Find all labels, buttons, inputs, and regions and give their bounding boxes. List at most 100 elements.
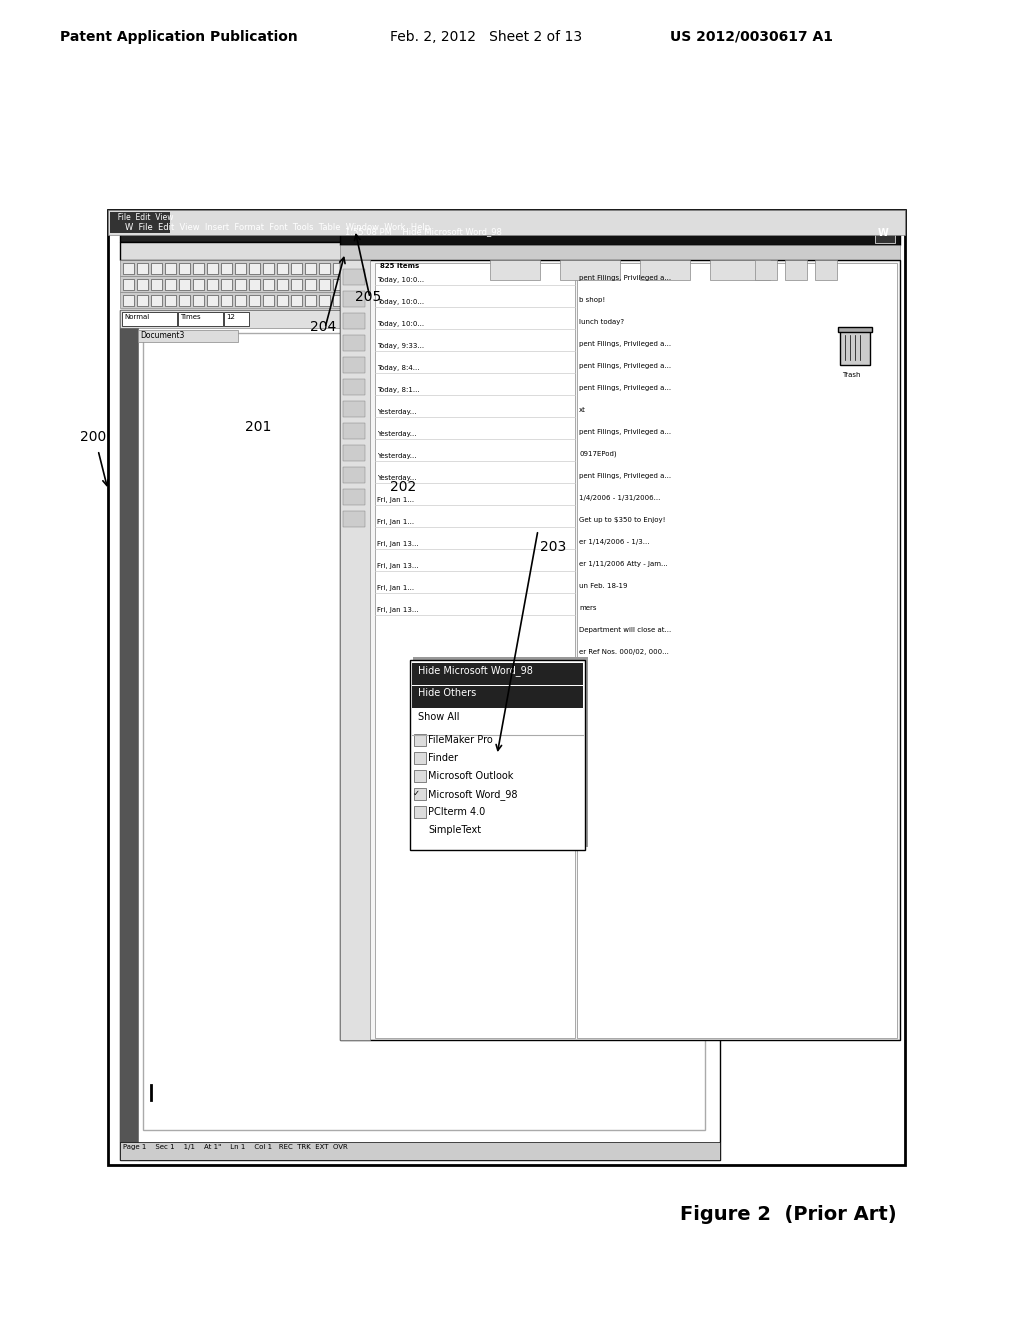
Text: Fri, Jan 13...: Fri, Jan 13...: [377, 607, 419, 612]
Text: 204: 204: [310, 319, 336, 334]
Bar: [375, 263, 386, 275]
Bar: [347, 294, 358, 306]
Bar: [414, 734, 426, 746]
Bar: [490, 260, 540, 280]
Text: Microsoft Word_98: Microsoft Word_98: [428, 789, 517, 800]
Bar: [234, 279, 246, 290]
Bar: [108, 210, 905, 235]
Bar: [340, 260, 900, 1040]
Bar: [120, 310, 720, 1160]
Text: W: W: [878, 228, 889, 238]
Bar: [343, 269, 365, 285]
Text: Fri, Jan 13...: Fri, Jan 13...: [377, 564, 419, 569]
Bar: [361, 279, 372, 290]
Text: Today, 8:4...: Today, 8:4...: [377, 366, 420, 371]
Bar: [319, 279, 330, 290]
Bar: [179, 279, 190, 290]
Text: Feb. 2, 2012   Sheet 2 of 13: Feb. 2, 2012 Sheet 2 of 13: [390, 30, 582, 44]
Bar: [361, 263, 372, 275]
Bar: [413, 657, 588, 847]
Text: Document3: Document3: [140, 331, 184, 341]
Bar: [120, 242, 720, 260]
Text: Department will close at...: Department will close at...: [579, 627, 672, 634]
Bar: [343, 356, 365, 374]
Bar: [249, 263, 260, 275]
Text: Fri, Jan 1...: Fri, Jan 1...: [377, 585, 414, 591]
Text: Today, 10:0...: Today, 10:0...: [377, 277, 424, 282]
Bar: [343, 401, 365, 417]
Bar: [343, 488, 365, 506]
Bar: [815, 260, 837, 280]
Bar: [108, 210, 905, 1166]
Bar: [343, 335, 365, 351]
Bar: [207, 263, 218, 275]
Bar: [137, 294, 148, 306]
Text: 0917EPod): 0917EPod): [579, 450, 616, 457]
Bar: [137, 263, 148, 275]
Bar: [221, 279, 232, 290]
Text: Microsoft Outlook: Microsoft Outlook: [428, 771, 513, 781]
Bar: [840, 330, 870, 366]
Text: PCIterm 4.0: PCIterm 4.0: [428, 807, 485, 817]
Text: W  File  Edit  View  Insert  Format  Font  Tools  Table  Window  Work  Help: W File Edit View Insert Format Font Tool…: [125, 223, 430, 232]
Bar: [123, 263, 134, 275]
Text: pent Filings, Privileged a...: pent Filings, Privileged a...: [579, 275, 671, 281]
Text: Times: Times: [180, 314, 201, 319]
Bar: [120, 310, 720, 327]
Text: Normal: Normal: [124, 314, 150, 319]
Bar: [120, 1142, 720, 1160]
Text: lunch today?: lunch today?: [579, 319, 624, 325]
Bar: [151, 263, 162, 275]
Text: Patent Application Publication: Patent Application Publication: [60, 30, 298, 44]
Bar: [207, 294, 218, 306]
Bar: [414, 770, 426, 781]
Bar: [340, 260, 370, 1040]
Bar: [291, 263, 302, 275]
Bar: [333, 294, 344, 306]
Bar: [193, 294, 204, 306]
Bar: [874, 227, 895, 243]
Text: Trash: Trash: [842, 372, 860, 378]
Bar: [389, 294, 400, 306]
Text: FileMaker Pro: FileMaker Pro: [428, 735, 493, 744]
Bar: [333, 279, 344, 290]
Bar: [785, 260, 807, 280]
Bar: [179, 263, 190, 275]
Text: Page 1    Sec 1    1/1    At 1"    Ln 1    Col 1   REC  TRK  EXT  OVR: Page 1 Sec 1 1/1 At 1" Ln 1 Col 1 REC TR…: [123, 1144, 348, 1150]
Text: Finder: Finder: [428, 752, 458, 763]
Text: Today, 10:0...: Today, 10:0...: [377, 300, 424, 305]
Bar: [343, 467, 365, 483]
Bar: [375, 263, 575, 1038]
Text: Yesterday...: Yesterday...: [377, 475, 417, 480]
Bar: [414, 807, 426, 818]
Bar: [249, 294, 260, 306]
Text: Fri, Jan 1...: Fri, Jan 1...: [377, 498, 414, 503]
Bar: [123, 294, 134, 306]
Text: 1:55:08 PM    Hide Microsoft Word_98: 1:55:08 PM Hide Microsoft Word_98: [345, 227, 502, 236]
Bar: [291, 294, 302, 306]
Bar: [165, 279, 176, 290]
Bar: [291, 279, 302, 290]
Bar: [755, 260, 777, 280]
Bar: [305, 279, 316, 290]
Text: er 1/14/2006 - 1/3...: er 1/14/2006 - 1/3...: [579, 539, 649, 545]
Bar: [151, 294, 162, 306]
Text: pent Filings, Privileged a...: pent Filings, Privileged a...: [579, 341, 671, 347]
Bar: [120, 327, 138, 1160]
Text: Yesterday...: Yesterday...: [377, 432, 417, 437]
Text: 1/4/2006 - 1/31/2006...: 1/4/2006 - 1/31/2006...: [579, 495, 660, 502]
Text: Fri, Jan 13...: Fri, Jan 13...: [377, 541, 419, 546]
Bar: [193, 263, 204, 275]
Bar: [343, 511, 365, 527]
Text: mers: mers: [579, 605, 597, 611]
Bar: [838, 327, 872, 333]
Bar: [333, 263, 344, 275]
Bar: [347, 263, 358, 275]
Text: ✓: ✓: [413, 789, 420, 799]
Bar: [120, 292, 720, 308]
Bar: [577, 263, 897, 1038]
Bar: [120, 220, 720, 242]
Text: Hide Others: Hide Others: [418, 688, 476, 698]
Bar: [343, 422, 365, 440]
Bar: [375, 294, 386, 306]
